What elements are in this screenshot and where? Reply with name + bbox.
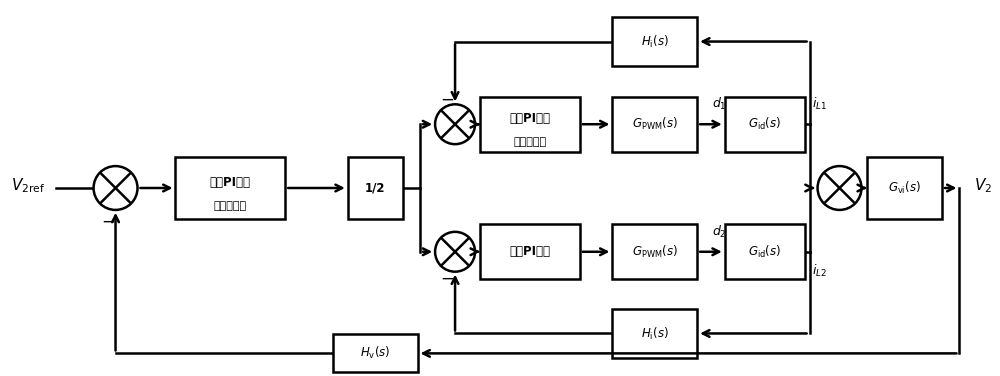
Text: $G_{\mathrm{id}}(s)$: $G_{\mathrm{id}}(s)$: [748, 244, 781, 260]
Text: $G_{\mathrm{vi}}(s)$: $G_{\mathrm{vi}}(s)$: [888, 180, 921, 196]
Text: $G_{\mathrm{id}}(s)$: $G_{\mathrm{id}}(s)$: [748, 116, 781, 132]
Text: $i_{L1}$: $i_{L1}$: [812, 96, 827, 112]
Bar: [175, 157, 285, 219]
Text: 模糊PI控制: 模糊PI控制: [210, 176, 251, 188]
Bar: [348, 157, 403, 219]
Bar: [725, 224, 805, 279]
Circle shape: [435, 232, 475, 272]
Bar: [867, 157, 942, 219]
Bar: [612, 97, 697, 152]
Text: 模糊PI控制: 模糊PI控制: [509, 112, 550, 125]
Text: $H_{\mathrm{v}}(s)$: $H_{\mathrm{v}}(s)$: [360, 345, 390, 361]
Text: $H_{\mathrm{i}}(s)$: $H_{\mathrm{i}}(s)$: [641, 325, 669, 341]
Circle shape: [94, 166, 138, 210]
Bar: [612, 17, 697, 67]
Text: $i_{L2}$: $i_{L2}$: [812, 263, 827, 279]
Circle shape: [818, 166, 861, 210]
Text: $G_{\mathrm{PWM}}(s)$: $G_{\mathrm{PWM}}(s)$: [632, 244, 678, 260]
Bar: [612, 309, 697, 358]
Text: 电压调节器: 电压调节器: [214, 201, 247, 211]
Text: $H_{\mathrm{i}}(s)$: $H_{\mathrm{i}}(s)$: [641, 33, 669, 50]
Text: $-$: $-$: [440, 269, 454, 287]
Text: 电流调节器: 电流调节器: [513, 137, 547, 147]
Text: $-$: $-$: [440, 89, 454, 107]
Bar: [480, 97, 580, 152]
Text: $V_{2\mathrm{ref}}$: $V_{2\mathrm{ref}}$: [11, 177, 45, 196]
Text: $G_{\mathrm{PWM}}(s)$: $G_{\mathrm{PWM}}(s)$: [632, 116, 678, 132]
Text: $V_2$: $V_2$: [974, 177, 992, 196]
Bar: [480, 224, 580, 279]
Text: $d_2$: $d_2$: [712, 224, 726, 240]
Circle shape: [435, 104, 475, 144]
Bar: [725, 97, 805, 152]
Bar: [333, 335, 418, 372]
Bar: [612, 224, 697, 279]
Text: $d_1$: $d_1$: [712, 96, 726, 112]
Text: 1/2: 1/2: [365, 182, 385, 194]
Text: 模糊PI控制: 模糊PI控制: [509, 245, 550, 258]
Text: $-$: $-$: [101, 212, 115, 230]
